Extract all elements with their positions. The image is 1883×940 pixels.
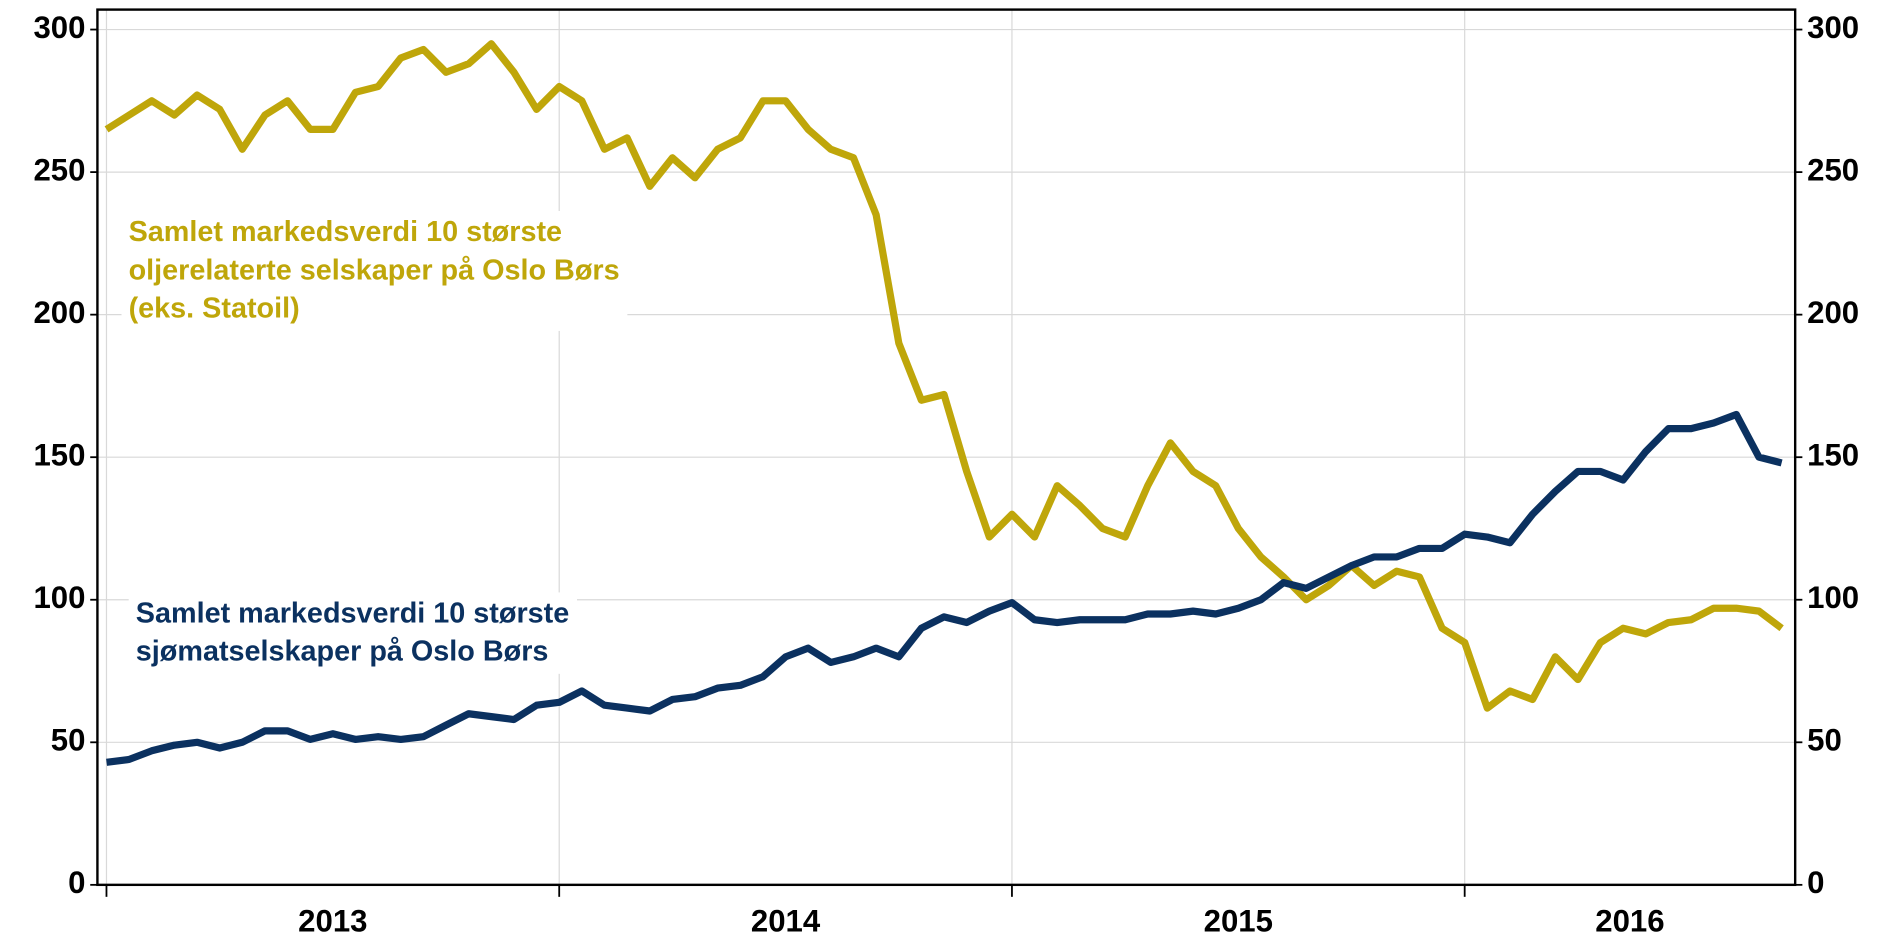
y2-tick-label: 150 bbox=[1807, 437, 1859, 472]
y2-tick-label: 100 bbox=[1807, 580, 1859, 615]
series-label: Samlet markedsverdi 10 største sjømatsel… bbox=[128, 592, 577, 674]
y2-tick-label: 50 bbox=[1807, 723, 1842, 758]
y-tick-label: 200 bbox=[33, 295, 85, 330]
series-line bbox=[106, 410, 1783, 766]
y-tick-label: 300 bbox=[33, 10, 85, 45]
y-tick-label: 150 bbox=[33, 437, 85, 472]
y2-tick-label: 300 bbox=[1807, 10, 1859, 45]
y-tick-label: 50 bbox=[51, 723, 86, 758]
series-label: Samlet markedsverdi 10 største oljerelat… bbox=[121, 211, 627, 331]
y2-tick-label: 0 bbox=[1807, 865, 1824, 900]
y2-tick-label: 200 bbox=[1807, 295, 1859, 330]
y-tick-label: 0 bbox=[68, 865, 85, 900]
x-tick-label: 2016 bbox=[1595, 903, 1664, 938]
y2-tick-label: 250 bbox=[1807, 152, 1859, 187]
x-tick-label: 2013 bbox=[298, 903, 367, 938]
y-tick-label: 100 bbox=[33, 580, 85, 615]
y-tick-label: 250 bbox=[33, 152, 85, 187]
series-line bbox=[104, 40, 1784, 712]
series-label-box: Samlet markedsverdi 10 største oljerelat… bbox=[121, 211, 627, 331]
x-tick-label: 2015 bbox=[1204, 903, 1273, 938]
series-label-box: Samlet markedsverdi 10 største sjømatsel… bbox=[128, 592, 577, 674]
x-tick-label: 2014 bbox=[751, 903, 821, 938]
plot-frame bbox=[96, 8, 1797, 887]
